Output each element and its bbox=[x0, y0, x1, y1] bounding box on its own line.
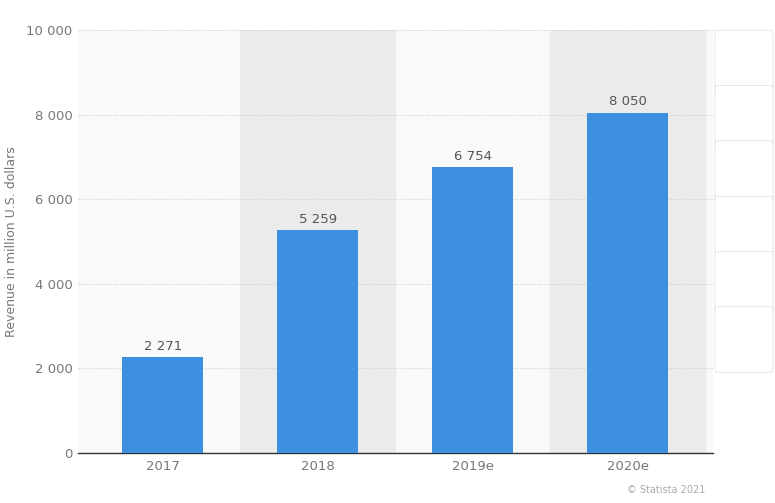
Bar bbox=[240, 30, 395, 453]
Bar bbox=[432, 167, 513, 453]
FancyBboxPatch shape bbox=[715, 252, 773, 317]
Bar bbox=[122, 357, 203, 453]
Bar bbox=[550, 30, 705, 453]
FancyBboxPatch shape bbox=[715, 141, 773, 206]
Bar bbox=[277, 230, 358, 453]
Text: 8 050: 8 050 bbox=[609, 96, 646, 108]
Text: 6 754: 6 754 bbox=[453, 150, 492, 163]
Text: 2 271: 2 271 bbox=[143, 340, 182, 353]
FancyBboxPatch shape bbox=[715, 86, 773, 151]
Text: 5 259: 5 259 bbox=[298, 213, 337, 226]
Y-axis label: Revenue in million U.S. dollars: Revenue in million U.S. dollars bbox=[5, 146, 18, 337]
FancyBboxPatch shape bbox=[715, 307, 773, 372]
FancyBboxPatch shape bbox=[715, 196, 773, 262]
Text: © Statista 2021: © Statista 2021 bbox=[627, 485, 705, 495]
Bar bbox=[587, 113, 668, 453]
FancyBboxPatch shape bbox=[715, 30, 773, 96]
